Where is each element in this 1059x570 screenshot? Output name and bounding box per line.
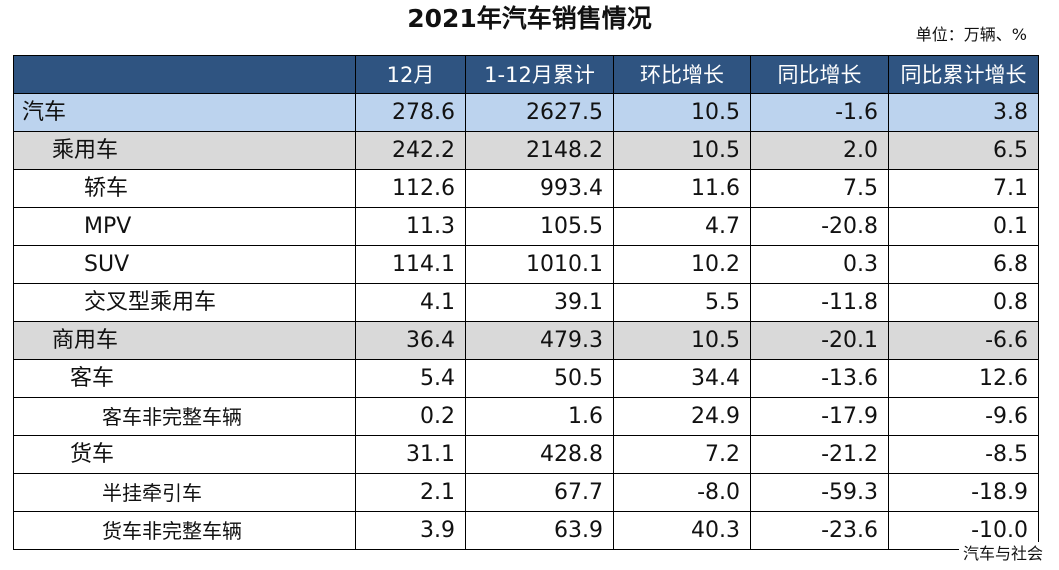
cell-december: 0.2 xyxy=(355,397,466,436)
cell-yoy-growth: -1.6 xyxy=(750,93,889,132)
cell-december: 242.2 xyxy=(355,131,466,170)
cell-cumulative: 1.6 xyxy=(465,397,614,436)
source-label: 汽车与社会 xyxy=(958,542,1047,566)
row-label: 商用车 xyxy=(13,321,356,360)
cell-cumulative: 2148.2 xyxy=(465,131,614,170)
row-label: 半挂牵引车 xyxy=(13,473,356,512)
cell-yoy-cumulative-growth: -6.6 xyxy=(888,321,1039,360)
cell-mom-growth: 5.5 xyxy=(613,283,751,322)
table-title: 2021年汽车销售情况 xyxy=(407,4,652,33)
cell-mom-growth: 11.6 xyxy=(613,169,751,208)
cell-cumulative: 63.9 xyxy=(465,511,614,550)
cell-cumulative: 428.8 xyxy=(465,435,614,474)
cell-december: 2.1 xyxy=(355,473,466,512)
cell-cumulative: 1010.1 xyxy=(465,245,614,284)
cell-mom-growth: 40.3 xyxy=(613,511,751,550)
cell-mom-growth: 10.5 xyxy=(613,131,751,170)
row-label: 交叉型乘用车 xyxy=(13,283,356,322)
cell-december: 5.4 xyxy=(355,359,466,398)
cell-yoy-growth: -59.3 xyxy=(750,473,889,512)
cell-yoy-cumulative-growth: 6.5 xyxy=(888,131,1039,170)
cell-december: 3.9 xyxy=(355,511,466,550)
cell-yoy-cumulative-growth: 7.1 xyxy=(888,169,1039,208)
cell-yoy-growth: 0.3 xyxy=(750,245,889,284)
table-row: 货车 31.1 428.8 7.2 -21.2 -8.5 xyxy=(13,435,1039,474)
cell-yoy-cumulative-growth: -8.5 xyxy=(888,435,1039,474)
cell-december: 4.1 xyxy=(355,283,466,322)
table-row: 客车非完整车辆 0.2 1.6 24.9 -17.9 -9.6 xyxy=(13,397,1039,436)
table-row: MPV 11.3 105.5 4.7 -20.8 0.1 xyxy=(13,207,1039,246)
cell-yoy-cumulative-growth: 0.1 xyxy=(888,207,1039,246)
row-label: MPV xyxy=(13,207,356,246)
cell-december: 31.1 xyxy=(355,435,466,474)
table-row: 商用车 36.4 479.3 10.5 -20.1 -6.6 xyxy=(13,321,1039,360)
cell-mom-growth: 10.5 xyxy=(613,321,751,360)
header-cell-yoy-cumulative-growth: 同比累计增长 xyxy=(888,55,1039,94)
cell-yoy-growth: 7.5 xyxy=(750,169,889,208)
row-label: SUV xyxy=(13,245,356,284)
table-row: 客车 5.4 50.5 34.4 -13.6 12.6 xyxy=(13,359,1039,398)
cell-yoy-growth: -20.8 xyxy=(750,207,889,246)
cell-yoy-cumulative-growth: -9.6 xyxy=(888,397,1039,436)
cell-cumulative: 2627.5 xyxy=(465,93,614,132)
cell-yoy-growth: -17.9 xyxy=(750,397,889,436)
cell-cumulative: 105.5 xyxy=(465,207,614,246)
cell-mom-growth: 24.9 xyxy=(613,397,751,436)
table-header-row: 12月 1-12月累计 环比增长 同比增长 同比累计增长 xyxy=(13,55,1039,94)
cell-mom-growth: -8.0 xyxy=(613,473,751,512)
cell-mom-growth: 34.4 xyxy=(613,359,751,398)
cell-mom-growth: 10.5 xyxy=(613,93,751,132)
cell-december: 278.6 xyxy=(355,93,466,132)
header-cell-yoy-growth: 同比增长 xyxy=(750,55,889,94)
cell-cumulative: 67.7 xyxy=(465,473,614,512)
cell-yoy-growth: -13.6 xyxy=(750,359,889,398)
header-cell-cumulative: 1-12月累计 xyxy=(465,55,614,94)
table-row: 汽车 278.6 2627.5 10.5 -1.6 3.8 xyxy=(13,93,1039,132)
cell-mom-growth: 10.2 xyxy=(613,245,751,284)
row-label: 乘用车 xyxy=(13,131,356,170)
row-label: 货车 xyxy=(13,435,356,474)
header-cell-december: 12月 xyxy=(355,55,466,94)
table-row: 乘用车 242.2 2148.2 10.5 2.0 6.5 xyxy=(13,131,1039,170)
row-label: 客车非完整车辆 xyxy=(13,397,356,436)
cell-yoy-cumulative-growth: -18.9 xyxy=(888,473,1039,512)
row-label: 货车非完整车辆 xyxy=(13,511,356,550)
cell-december: 36.4 xyxy=(355,321,466,360)
cell-yoy-growth: -20.1 xyxy=(750,321,889,360)
cell-cumulative: 993.4 xyxy=(465,169,614,208)
table-row: SUV 114.1 1010.1 10.2 0.3 6.8 xyxy=(13,245,1039,284)
header-cell-category xyxy=(13,55,356,94)
cell-mom-growth: 4.7 xyxy=(613,207,751,246)
table-body: 汽车 278.6 2627.5 10.5 -1.6 3.8 乘用车 242.2 2148.2 10… xyxy=(13,93,1039,550)
cell-yoy-cumulative-growth: 0.8 xyxy=(888,283,1039,322)
cell-yoy-cumulative-growth: 3.8 xyxy=(888,93,1039,132)
cell-december: 114.1 xyxy=(355,245,466,284)
cell-yoy-growth: -23.6 xyxy=(750,511,889,550)
table-row: 货车非完整车辆 3.9 63.9 40.3 -23.6 -10.0 xyxy=(13,511,1039,550)
cell-yoy-cumulative-growth: 6.8 xyxy=(888,245,1039,284)
cell-yoy-growth: -21.2 xyxy=(750,435,889,474)
cell-cumulative: 39.1 xyxy=(465,283,614,322)
cell-yoy-cumulative-growth: 12.6 xyxy=(888,359,1039,398)
row-label: 轿车 xyxy=(13,169,356,208)
unit-label: 单位：万辆、% xyxy=(915,25,1027,44)
table-row: 交叉型乘用车 4.1 39.1 5.5 -11.8 0.8 xyxy=(13,283,1039,322)
table-row: 半挂牵引车 2.1 67.7 -8.0 -59.3 -18.9 xyxy=(13,473,1039,512)
cell-cumulative: 479.3 xyxy=(465,321,614,360)
header-cell-mom-growth: 环比增长 xyxy=(613,55,751,94)
cell-december: 11.3 xyxy=(355,207,466,246)
table-row: 轿车 112.6 993.4 11.6 7.5 7.1 xyxy=(13,169,1039,208)
cell-mom-growth: 7.2 xyxy=(613,435,751,474)
row-label: 汽车 xyxy=(13,93,356,132)
cell-yoy-growth: -11.8 xyxy=(750,283,889,322)
row-label: 客车 xyxy=(13,359,356,398)
cell-december: 112.6 xyxy=(355,169,466,208)
cell-cumulative: 50.5 xyxy=(465,359,614,398)
sales-table: 12月 1-12月累计 环比增长 同比增长 同比累计增长 汽车 278.6 2627… xyxy=(13,55,1039,550)
cell-yoy-growth: 2.0 xyxy=(750,131,889,170)
